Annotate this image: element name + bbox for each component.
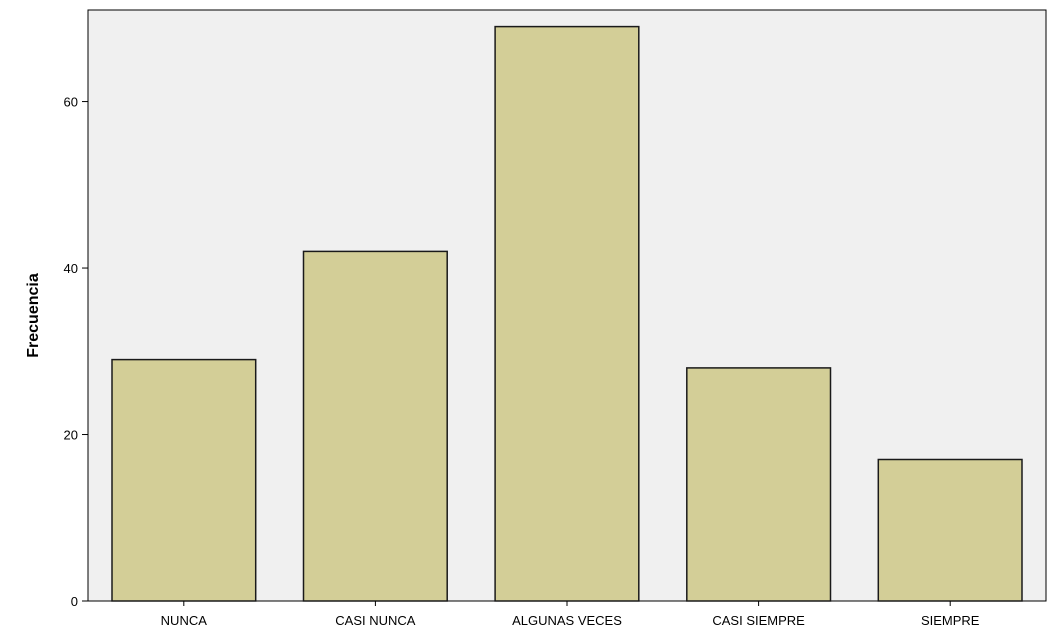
bar-casi-siempre [686,367,832,602]
x-axis: NUNCA CASI NUNCA ALGUNAS VECES CASI SIEMPRE… [161,601,980,628]
x-tick-label: CASI NUNCA [335,613,416,628]
y-tick-label: 40 [64,261,78,276]
bar-casi-nunca [302,250,448,602]
bars-group [111,25,1023,602]
x-tick-label: ALGUNAS VECES [512,613,622,628]
y-tick-label: 20 [64,428,78,443]
y-tick-label: 60 [64,95,78,110]
x-tick-label: CASI SIEMPRE [712,613,805,628]
x-tick-label: SIEMPRE [921,613,980,628]
y-axis-title: Frecuencia [25,273,42,358]
y-tick-label: 0 [71,594,78,609]
bar-nunca [111,358,257,602]
bar-algunas-veces [494,25,640,602]
y-axis: 0 20 40 60 [64,95,88,609]
x-tick-label: NUNCA [161,613,208,628]
bar-siempre [877,458,1023,602]
